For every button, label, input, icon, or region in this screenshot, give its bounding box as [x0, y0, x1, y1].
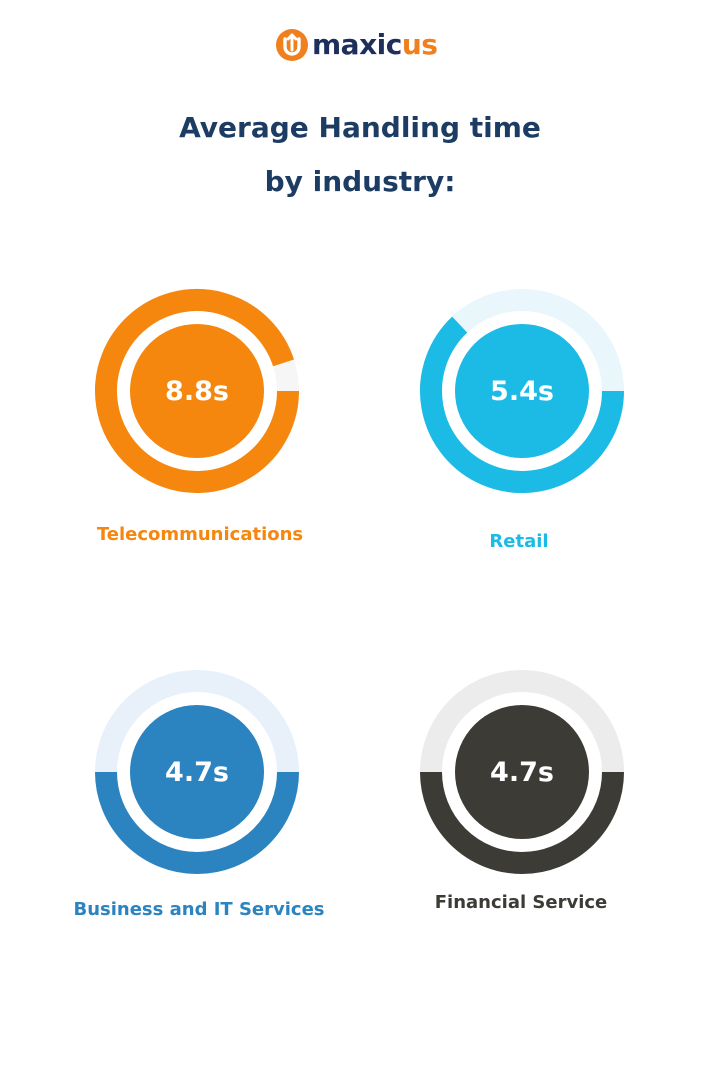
- gauge-center: [130, 324, 264, 458]
- gauge-business-and-it-services: 4.7s: [92, 667, 302, 877]
- gauge-value-label: 4.7s: [490, 756, 554, 788]
- gauge-value-label: 8.8s: [165, 375, 229, 407]
- gauge-ring: [420, 289, 624, 493]
- gauge-ring: [95, 670, 299, 874]
- gauge-category-label: Retail: [489, 531, 549, 552]
- gauge-value-label: 4.7s: [165, 756, 229, 788]
- gauge-retail: 5.4s: [417, 286, 627, 496]
- gauge-center: [130, 705, 264, 839]
- chart-title-line-2: by industry:: [264, 165, 456, 198]
- gauge-center: [455, 705, 589, 839]
- gauge-arc: [420, 316, 624, 493]
- gauge-ring: [420, 670, 624, 874]
- gauge-telecommunications: 8.8s: [92, 286, 302, 496]
- gauge-ring: [95, 289, 299, 493]
- gauge-arc: [95, 289, 299, 493]
- gauge-category-label: Telecommunications: [96, 524, 304, 545]
- brand-name-main: maxic: [312, 27, 402, 61]
- gauge-arc: [420, 771, 624, 874]
- gauge-center: [455, 324, 589, 458]
- gauge-category-label: Business and IT Services: [73, 899, 325, 920]
- brand-logo: maxicus: [274, 24, 454, 64]
- gauge-financial-service: 4.7s: [417, 667, 627, 877]
- logo-mark-icon: [276, 29, 308, 61]
- brand-name-accent: us: [401, 27, 438, 61]
- gauge-arc: [95, 771, 299, 874]
- brand-name: maxicus: [312, 27, 438, 61]
- chart-title-line-1: Average Handling time: [179, 111, 541, 144]
- gauge-category-label: Financial Service: [434, 892, 608, 913]
- gauge-value-label: 5.4s: [490, 375, 554, 407]
